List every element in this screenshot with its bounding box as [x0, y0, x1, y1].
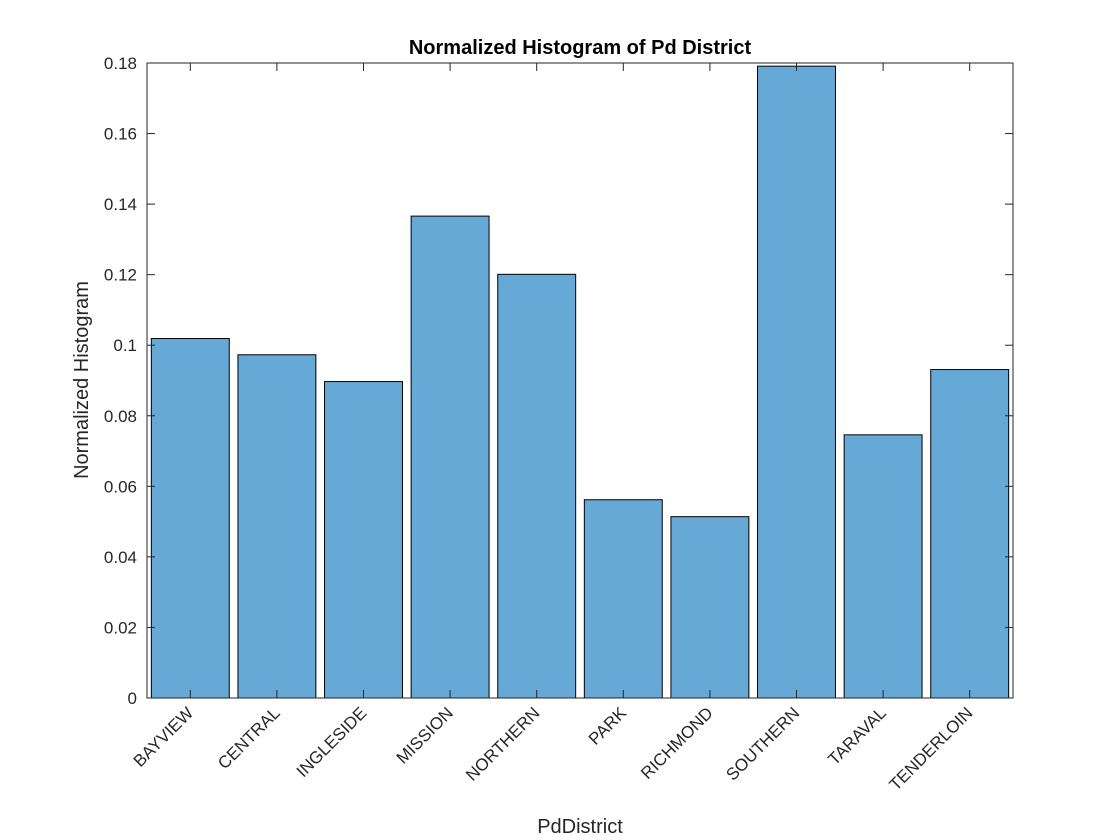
- x-tick-label-southern: SOUTHERN: [722, 703, 803, 784]
- y-tick-label-7: 0.14: [104, 195, 137, 214]
- x-tick-label-park: PARK: [585, 703, 631, 749]
- x-tick-label-northern: NORTHERN: [462, 703, 543, 784]
- bar-ingleside: [324, 381, 403, 699]
- bar-southern: [757, 65, 836, 699]
- y-tick-label-8: 0.16: [104, 125, 137, 144]
- y-tick-label-1: 0.02: [104, 618, 137, 637]
- bars-group: [150, 65, 1010, 699]
- y-tick-label-5: 0.1: [113, 336, 137, 355]
- x-tick-label-bayview: BAYVIEW: [130, 703, 197, 770]
- y-tick-label-6: 0.12: [104, 266, 137, 285]
- chart-title: Normalized Histogram of Pd District: [409, 37, 752, 59]
- bar-taraval: [843, 434, 923, 699]
- bar-richmond: [670, 516, 750, 699]
- y-tick-label-3: 0.06: [104, 477, 137, 496]
- y-axis: 0 0.02 0.04 0.06 0.08 0.1 0.12 0.14 0.16 0.18: [104, 54, 1013, 708]
- y-tick-label-2: 0.04: [104, 548, 137, 567]
- bar-northern: [497, 273, 577, 699]
- x-tick-label-taraval: TARAVAL: [824, 703, 890, 769]
- y-tick-label-4: 0.08: [104, 407, 137, 426]
- x-tick-label-central: CENTRAL: [214, 703, 284, 773]
- bar-tenderloin: [930, 369, 1010, 699]
- y-axis-label: Normalized Histogram: [71, 281, 93, 479]
- bar-central: [237, 354, 317, 699]
- x-tick-label-richmond: RICHMOND: [637, 703, 717, 783]
- bar-park: [583, 499, 663, 699]
- x-tick-label-mission: MISSION: [393, 703, 457, 767]
- plot-area-frame: [146, 62, 1014, 699]
- y-tick-label-9: 0.18: [104, 54, 137, 73]
- x-tick-label-ingleside: INGLESIDE: [293, 703, 371, 781]
- y-tick-label-0: 0: [128, 689, 137, 708]
- bar-mission: [410, 215, 490, 699]
- bar-bayview: [150, 338, 230, 699]
- x-axis-label: PdDistrict: [537, 816, 623, 838]
- x-tick-label-tenderloin: TENDERLOIN: [886, 703, 977, 794]
